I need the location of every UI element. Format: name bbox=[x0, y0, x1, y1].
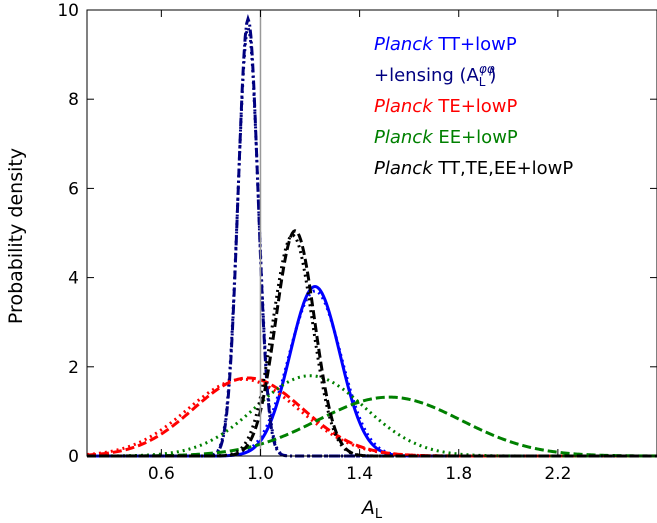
legend-entry-4: Planck EE+lowP bbox=[374, 127, 518, 148]
legend-entry-1: Planck TT+lowP bbox=[374, 34, 517, 55]
y-tick-label: 0 bbox=[68, 447, 79, 467]
plot-frame bbox=[86, 9, 657, 457]
series-line-1 bbox=[87, 284, 657, 458]
x-axis-label: AL bbox=[360, 497, 383, 522]
x-tick-label: 0.6 bbox=[148, 464, 175, 484]
x-tick-label: 1.8 bbox=[445, 464, 472, 484]
series-line-10 bbox=[87, 233, 657, 458]
y-axis-label: Probability density bbox=[5, 148, 27, 324]
legend-entry-5: Planck TT,TE,EE+lowP bbox=[374, 158, 573, 179]
y-tick-label: 8 bbox=[68, 90, 79, 110]
x-tick-label: 1.4 bbox=[346, 464, 373, 484]
x-tick-label: 1.0 bbox=[247, 464, 274, 484]
series-line-5 bbox=[86, 376, 657, 458]
x-axis-label-sub: L bbox=[375, 507, 383, 522]
y-axis: 0 2 4 6 8 10 bbox=[57, 1, 657, 467]
series-line-4 bbox=[87, 23, 657, 458]
x-tick-label: 2.2 bbox=[544, 464, 571, 484]
series-line-2 bbox=[87, 289, 657, 458]
series-line-3 bbox=[87, 14, 657, 458]
legend-entry-2: +lensing (Aφφ L) bbox=[374, 62, 496, 89]
y-tick-label: 6 bbox=[68, 179, 79, 199]
y-tick-label: 10 bbox=[57, 1, 79, 21]
x-axis-label-main: A bbox=[360, 497, 375, 519]
series-line-9 bbox=[87, 229, 657, 458]
legend-entry-3: Planck TE+lowP bbox=[374, 96, 518, 117]
x-axis: 0.6 1.0 1.4 1.8 2.2 bbox=[148, 10, 571, 484]
y-tick-label: 2 bbox=[68, 358, 79, 378]
curves-group bbox=[86, 14, 657, 458]
y-tick-label: 4 bbox=[68, 269, 79, 289]
legend: Planck TT+lowP +lensing (Aφφ L) Planck TE+l… bbox=[374, 34, 573, 179]
